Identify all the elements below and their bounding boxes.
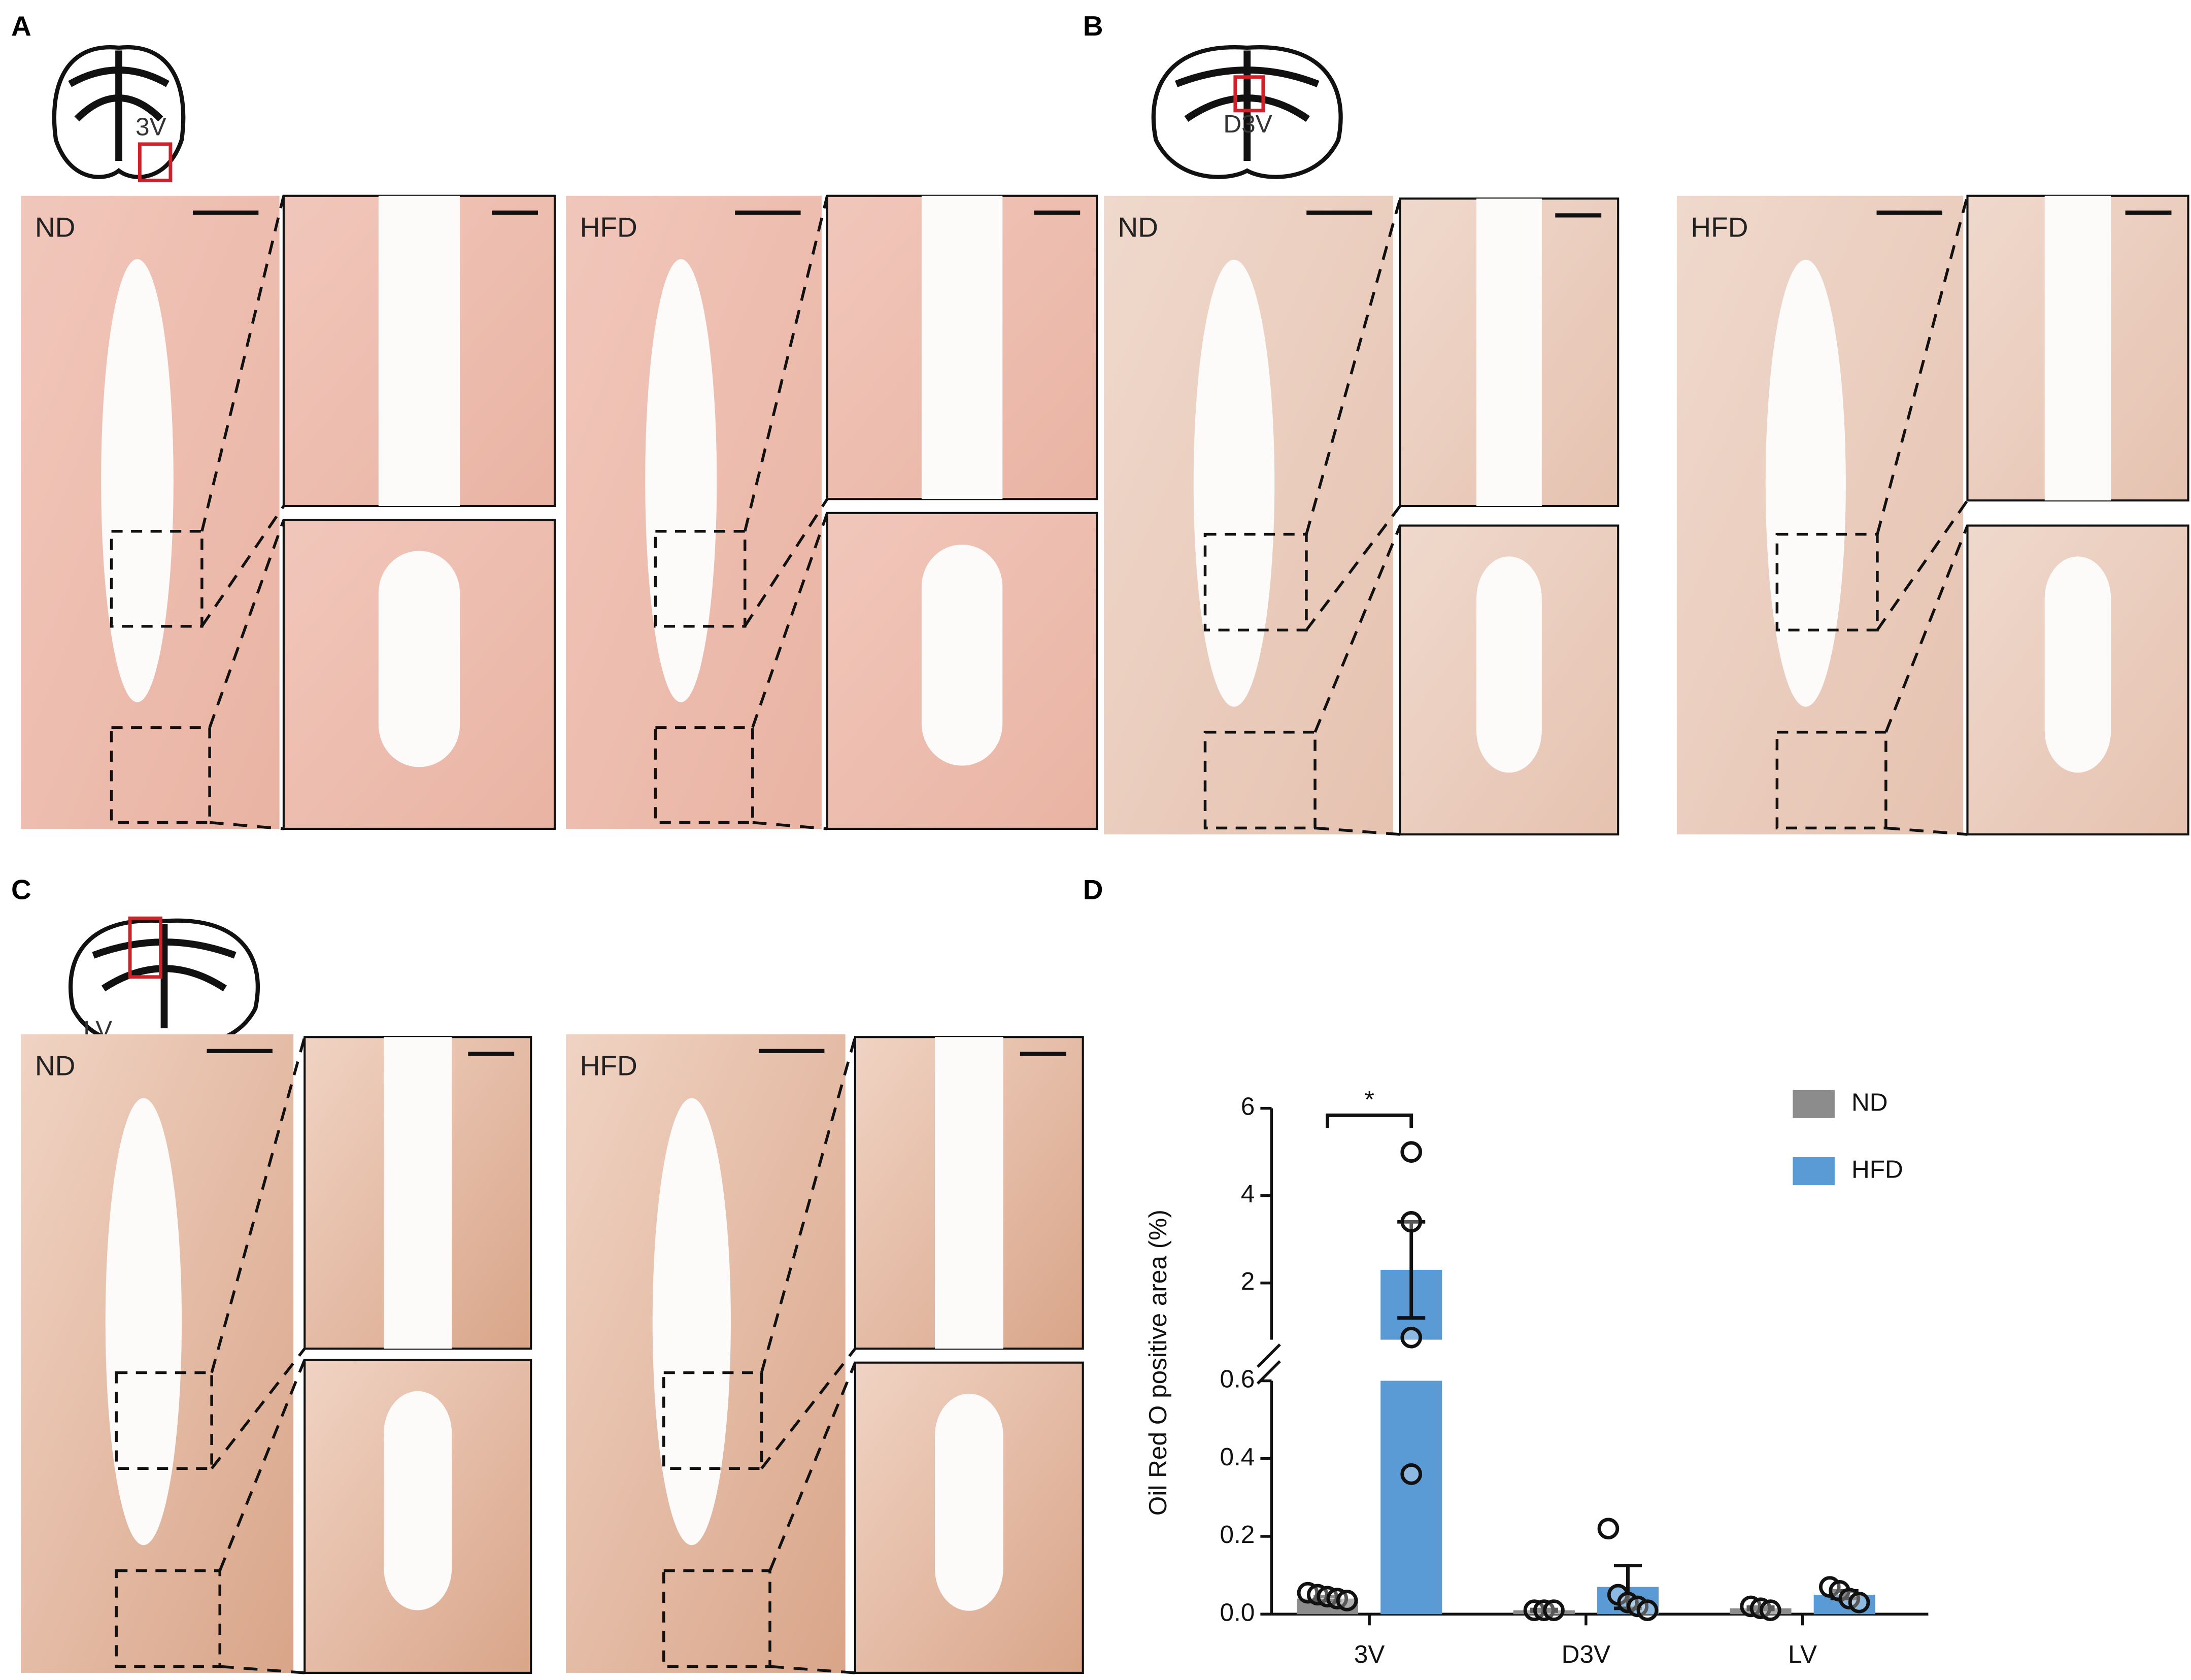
significance-bracket (1326, 1113, 1413, 1128)
significance-mark: * (1364, 1085, 1374, 1114)
zoom-line (1876, 499, 1969, 631)
zoom-line (1884, 525, 1969, 733)
zoom-box (110, 530, 204, 628)
y-tick-label: 0.2 (1220, 1520, 1255, 1549)
zoom-box (1775, 532, 1879, 632)
axis-break (1256, 1343, 1281, 1368)
bar (1380, 1381, 1442, 1615)
panel-label: C (11, 873, 31, 905)
zoom-box (1203, 730, 1317, 830)
inset-lumen (378, 195, 460, 506)
zoom-line (1313, 525, 1402, 733)
y-tick-label: 0.6 (1220, 1365, 1255, 1393)
data-point (1336, 1590, 1358, 1611)
ventricle (105, 1098, 182, 1545)
region-box (138, 142, 173, 182)
inset-lumen (935, 1037, 1003, 1349)
data-point (1400, 1211, 1423, 1233)
zoom-box (115, 1371, 213, 1470)
region-label: D3V (1223, 110, 1272, 138)
zoom-line (1305, 198, 1402, 535)
zoom-line (209, 821, 284, 830)
inset-lumen (1476, 198, 1542, 506)
brain-structure (68, 50, 170, 161)
zoom-line (210, 1348, 306, 1469)
zoom-line (1885, 826, 1968, 836)
region-label: 3V (136, 113, 166, 141)
ventricle (1193, 259, 1275, 707)
y-tick-label: 0.0 (1220, 1598, 1255, 1626)
data-point (1543, 1599, 1565, 1621)
panel-label: D (1083, 873, 1103, 905)
zoom-line (210, 1036, 306, 1373)
zoom-box (662, 1569, 771, 1668)
zoom-line (744, 195, 829, 532)
inset-lumen (921, 544, 1003, 766)
legend-label: HFD (1851, 1155, 1903, 1184)
inset-lumen (935, 1393, 1003, 1611)
zoom-line (760, 1348, 857, 1469)
condition-label: ND (1118, 211, 1159, 243)
inset-lumen (1476, 556, 1542, 773)
y-axis-label: Oil Red O positive area (%) (1143, 1209, 1172, 1516)
zoom-line (744, 498, 829, 627)
legend-label: ND (1851, 1088, 1888, 1116)
data-point (1759, 1599, 1781, 1621)
zoom-line (760, 1036, 857, 1373)
zoom-line (1876, 195, 1969, 535)
zoom-line (1305, 505, 1401, 631)
condition-label: HFD (580, 1050, 637, 1081)
zoom-box (654, 530, 747, 628)
data-point (1400, 1141, 1423, 1163)
y-tick-label: 0.4 (1220, 1442, 1255, 1471)
condition-label: ND (35, 211, 76, 243)
data-point (1636, 1599, 1659, 1621)
y-tick-label: 6 (1241, 1092, 1255, 1121)
ventricle (101, 259, 174, 702)
zoom-box (662, 1371, 763, 1470)
data-point (1848, 1591, 1870, 1614)
x-tick-label: 3V (1354, 1640, 1385, 1668)
panel-label: B (1083, 10, 1103, 42)
data-point (1597, 1518, 1620, 1540)
inset-lumen (384, 1037, 452, 1349)
ventricle (645, 259, 717, 702)
y-tick-label: 4 (1241, 1180, 1255, 1208)
zoom-box (1775, 730, 1887, 830)
zoom-line (752, 821, 828, 830)
zoom-line (208, 519, 285, 728)
brain-structure (92, 924, 237, 1028)
zoom-box (654, 726, 754, 824)
brain-structure (1174, 50, 1320, 161)
zoom-box (110, 726, 211, 824)
region-box (128, 916, 163, 979)
zoom-line (200, 505, 285, 627)
condition-label: HFD (1691, 211, 1748, 243)
x-tick-label: D3V (1562, 1640, 1610, 1668)
y-tick-label: 2 (1241, 1267, 1255, 1295)
inset-lumen (378, 551, 460, 767)
inset-lumen (2044, 556, 2111, 773)
region-box (1233, 75, 1265, 113)
inset-lumen (921, 195, 1003, 499)
axis-break (1256, 1360, 1281, 1385)
data-point (1400, 1326, 1423, 1349)
data-point (1400, 1463, 1423, 1485)
panel-label: A (11, 10, 31, 42)
legend-swatch (1793, 1090, 1835, 1118)
x-tick-label: LV (1788, 1640, 1817, 1668)
inset-lumen (2044, 195, 2111, 500)
ventricle (1765, 259, 1846, 707)
legend-swatch (1793, 1157, 1835, 1186)
chart: D 0.0 0.2 0.4 0.6 2 4 6 Oil Red O positive area … (1083, 873, 1929, 1668)
condition-label: ND (35, 1050, 76, 1081)
ventricle (652, 1098, 731, 1545)
condition-label: HFD (580, 211, 637, 243)
zoom-line (200, 195, 285, 532)
inset-lumen (384, 1391, 452, 1610)
zoom-line (768, 1362, 857, 1571)
